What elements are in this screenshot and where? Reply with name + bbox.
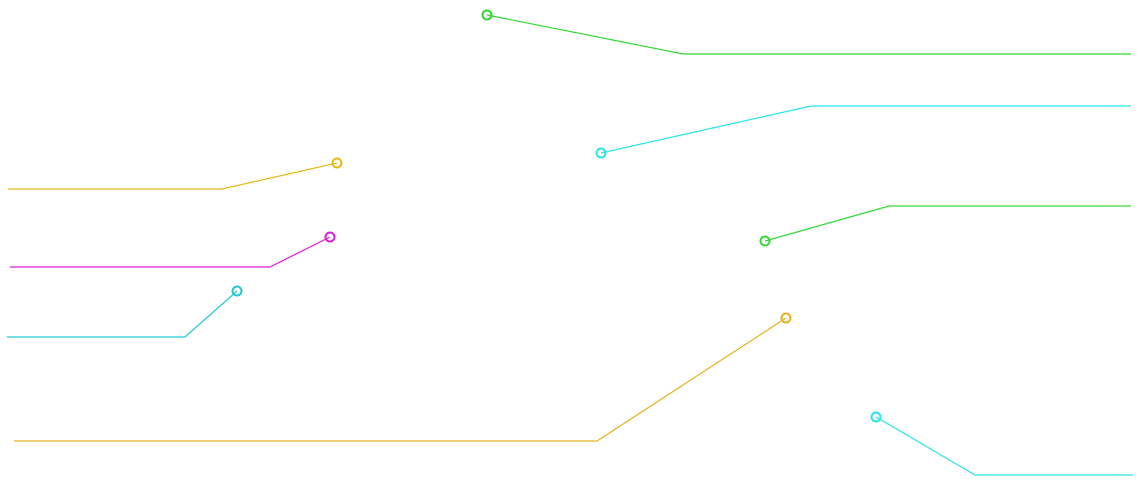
leader-line <box>8 162 338 190</box>
anchor-ring <box>780 312 792 324</box>
anchor-ring <box>331 157 343 169</box>
callout-leader-6 <box>759 205 1131 247</box>
anchor-ring <box>759 235 771 247</box>
anchor-ring <box>870 411 882 423</box>
callout-leader-2 <box>595 105 1131 159</box>
callout-leader-1 <box>481 9 1131 55</box>
leader-line <box>875 416 1133 476</box>
callout-leader-7 <box>14 312 792 442</box>
leader-line <box>764 205 1131 242</box>
callout-leader-3 <box>8 157 343 190</box>
anchor-ring <box>231 285 243 297</box>
anchor-ring <box>324 231 336 243</box>
callout-leader-8 <box>870 411 1133 476</box>
leader-line <box>14 317 787 442</box>
anchor-ring <box>481 9 493 21</box>
leader-line <box>600 105 1131 154</box>
leader-line <box>486 14 1131 55</box>
leader-line <box>7 290 238 338</box>
anchor-ring <box>595 147 607 159</box>
callout-leader-5 <box>7 285 243 338</box>
callout-leader-4 <box>10 231 336 268</box>
leader-line <box>10 236 331 268</box>
